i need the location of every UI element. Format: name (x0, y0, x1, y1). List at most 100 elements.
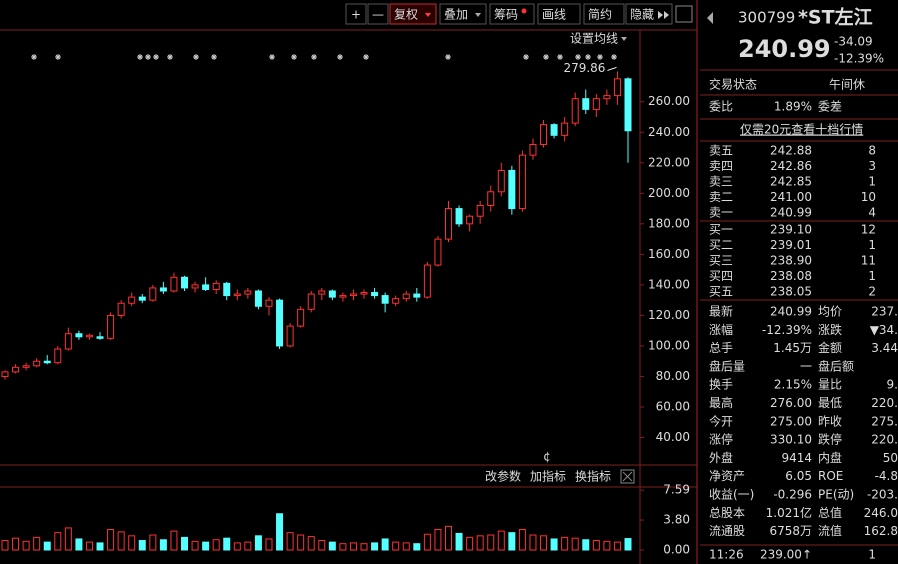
volume-bar (85, 541, 93, 551)
toolbar-button[interactable] (537, 3, 581, 25)
volume-bar (265, 538, 273, 551)
stat-value: 1.45万 (773, 341, 812, 355)
event-marker (311, 54, 317, 60)
toolbar-button[interactable] (367, 3, 389, 25)
stat-label: 金额 (818, 340, 842, 355)
event-marker (167, 54, 173, 60)
volume-tick-label: 0.00 (663, 543, 690, 557)
event-marker (193, 54, 199, 60)
value: 午间休 (829, 78, 865, 92)
volume-bar (22, 540, 30, 551)
stat-value: -0.296 (773, 488, 812, 502)
indicator-button[interactable]: 加指标 (530, 469, 566, 484)
candle-body (33, 360, 41, 367)
candle-body (244, 290, 252, 295)
candle-body (328, 290, 336, 298)
candle-body (12, 366, 20, 373)
event-marker (269, 54, 275, 60)
toolbar-button[interactable] (345, 3, 367, 25)
book-price: 238.08 (770, 269, 812, 283)
volume-bar (540, 535, 548, 551)
stat-value: 9414 (781, 451, 812, 465)
volume-bar (339, 543, 347, 551)
toolbar-button[interactable] (583, 3, 625, 25)
toolbar-button[interactable] (389, 3, 437, 25)
indicator-button[interactable]: 换指标 (575, 469, 611, 484)
candle-body (75, 333, 83, 338)
volume-bar (392, 541, 400, 551)
book-volume: 12 (861, 223, 876, 237)
candle-body (159, 287, 167, 292)
candle-body (444, 208, 452, 240)
y-tick-label: 180.00 (648, 216, 690, 230)
event-marker (153, 54, 159, 60)
high-pointer (607, 66, 617, 71)
ma-setting[interactable]: 设置均线 (570, 32, 618, 46)
y-tick-label: 40.00 (656, 430, 690, 444)
book-label: 买二 (709, 238, 733, 252)
toolbar-label: 复权 (394, 8, 418, 22)
candle-body (392, 298, 400, 304)
volume-bar (254, 535, 262, 551)
stat-label: 最低 (818, 396, 842, 410)
candle-body (582, 98, 590, 110)
candle-body (96, 336, 104, 339)
stat-value: 220. (871, 433, 898, 447)
volume-bar (107, 529, 115, 551)
book-price: 242.88 (770, 144, 812, 158)
value: 1.89% (774, 100, 812, 114)
toolbar-button[interactable] (439, 3, 487, 25)
stat-label: ROE (818, 469, 843, 483)
book-price: 242.85 (770, 175, 812, 189)
book-volume: 2 (868, 285, 876, 299)
change-pct: -12.39% (834, 52, 884, 66)
book-volume: 8 (868, 144, 876, 158)
stat-value: 一 (800, 359, 812, 373)
event-marker (55, 54, 61, 60)
high-label: 279.86 (563, 61, 605, 75)
book-volume: 1 (868, 269, 876, 283)
candle-body (561, 122, 569, 136)
toolbar-button[interactable] (625, 3, 673, 25)
volume-bar (244, 541, 252, 551)
stock-code: 300799 (738, 9, 795, 27)
link[interactable]: 仅需20元查看十档行情 (740, 123, 863, 137)
book-volume: 1 (868, 238, 876, 252)
event-marker (145, 54, 151, 60)
candle-body (423, 264, 431, 298)
stat-value: 275.00 (770, 414, 812, 428)
candle-body (223, 282, 231, 297)
candle-body (529, 143, 537, 156)
stat-label: 最高 (709, 395, 733, 410)
book-label: 卖四 (709, 159, 733, 173)
candle-body (434, 238, 442, 266)
candle-body (286, 325, 294, 347)
book-price: 238.05 (770, 285, 812, 299)
y-tick-label: 160.00 (648, 247, 690, 261)
candle-body (117, 302, 125, 316)
close-icon[interactable] (620, 469, 635, 484)
back-arrow[interactable] (707, 12, 713, 24)
volume-tick-label: 7.59 (663, 483, 690, 497)
trade-time: 11:26 (709, 548, 744, 562)
volume-bar (170, 530, 178, 551)
event-marker (585, 54, 591, 60)
toolbar-label: 隐藏 (630, 8, 654, 22)
y-tick-label: 240.00 (648, 125, 690, 139)
event-marker (363, 54, 369, 60)
candle-body (508, 169, 516, 210)
stat-label: 量比 (818, 378, 842, 392)
volume-bar (360, 543, 368, 551)
candle-body (402, 293, 410, 300)
volume-bar (191, 540, 199, 551)
volume-bar (402, 542, 410, 551)
stat-label: 最新 (709, 304, 733, 319)
candle-body (202, 284, 210, 290)
stat-value: 3.44 (871, 341, 898, 355)
candle-body (138, 296, 146, 301)
volume-bar (603, 540, 611, 551)
expand-icon[interactable] (675, 5, 693, 23)
toolbar-label: 叠加 (444, 8, 468, 22)
indicator-button[interactable]: 改参数 (485, 469, 521, 484)
price: 240.99 (738, 35, 831, 63)
